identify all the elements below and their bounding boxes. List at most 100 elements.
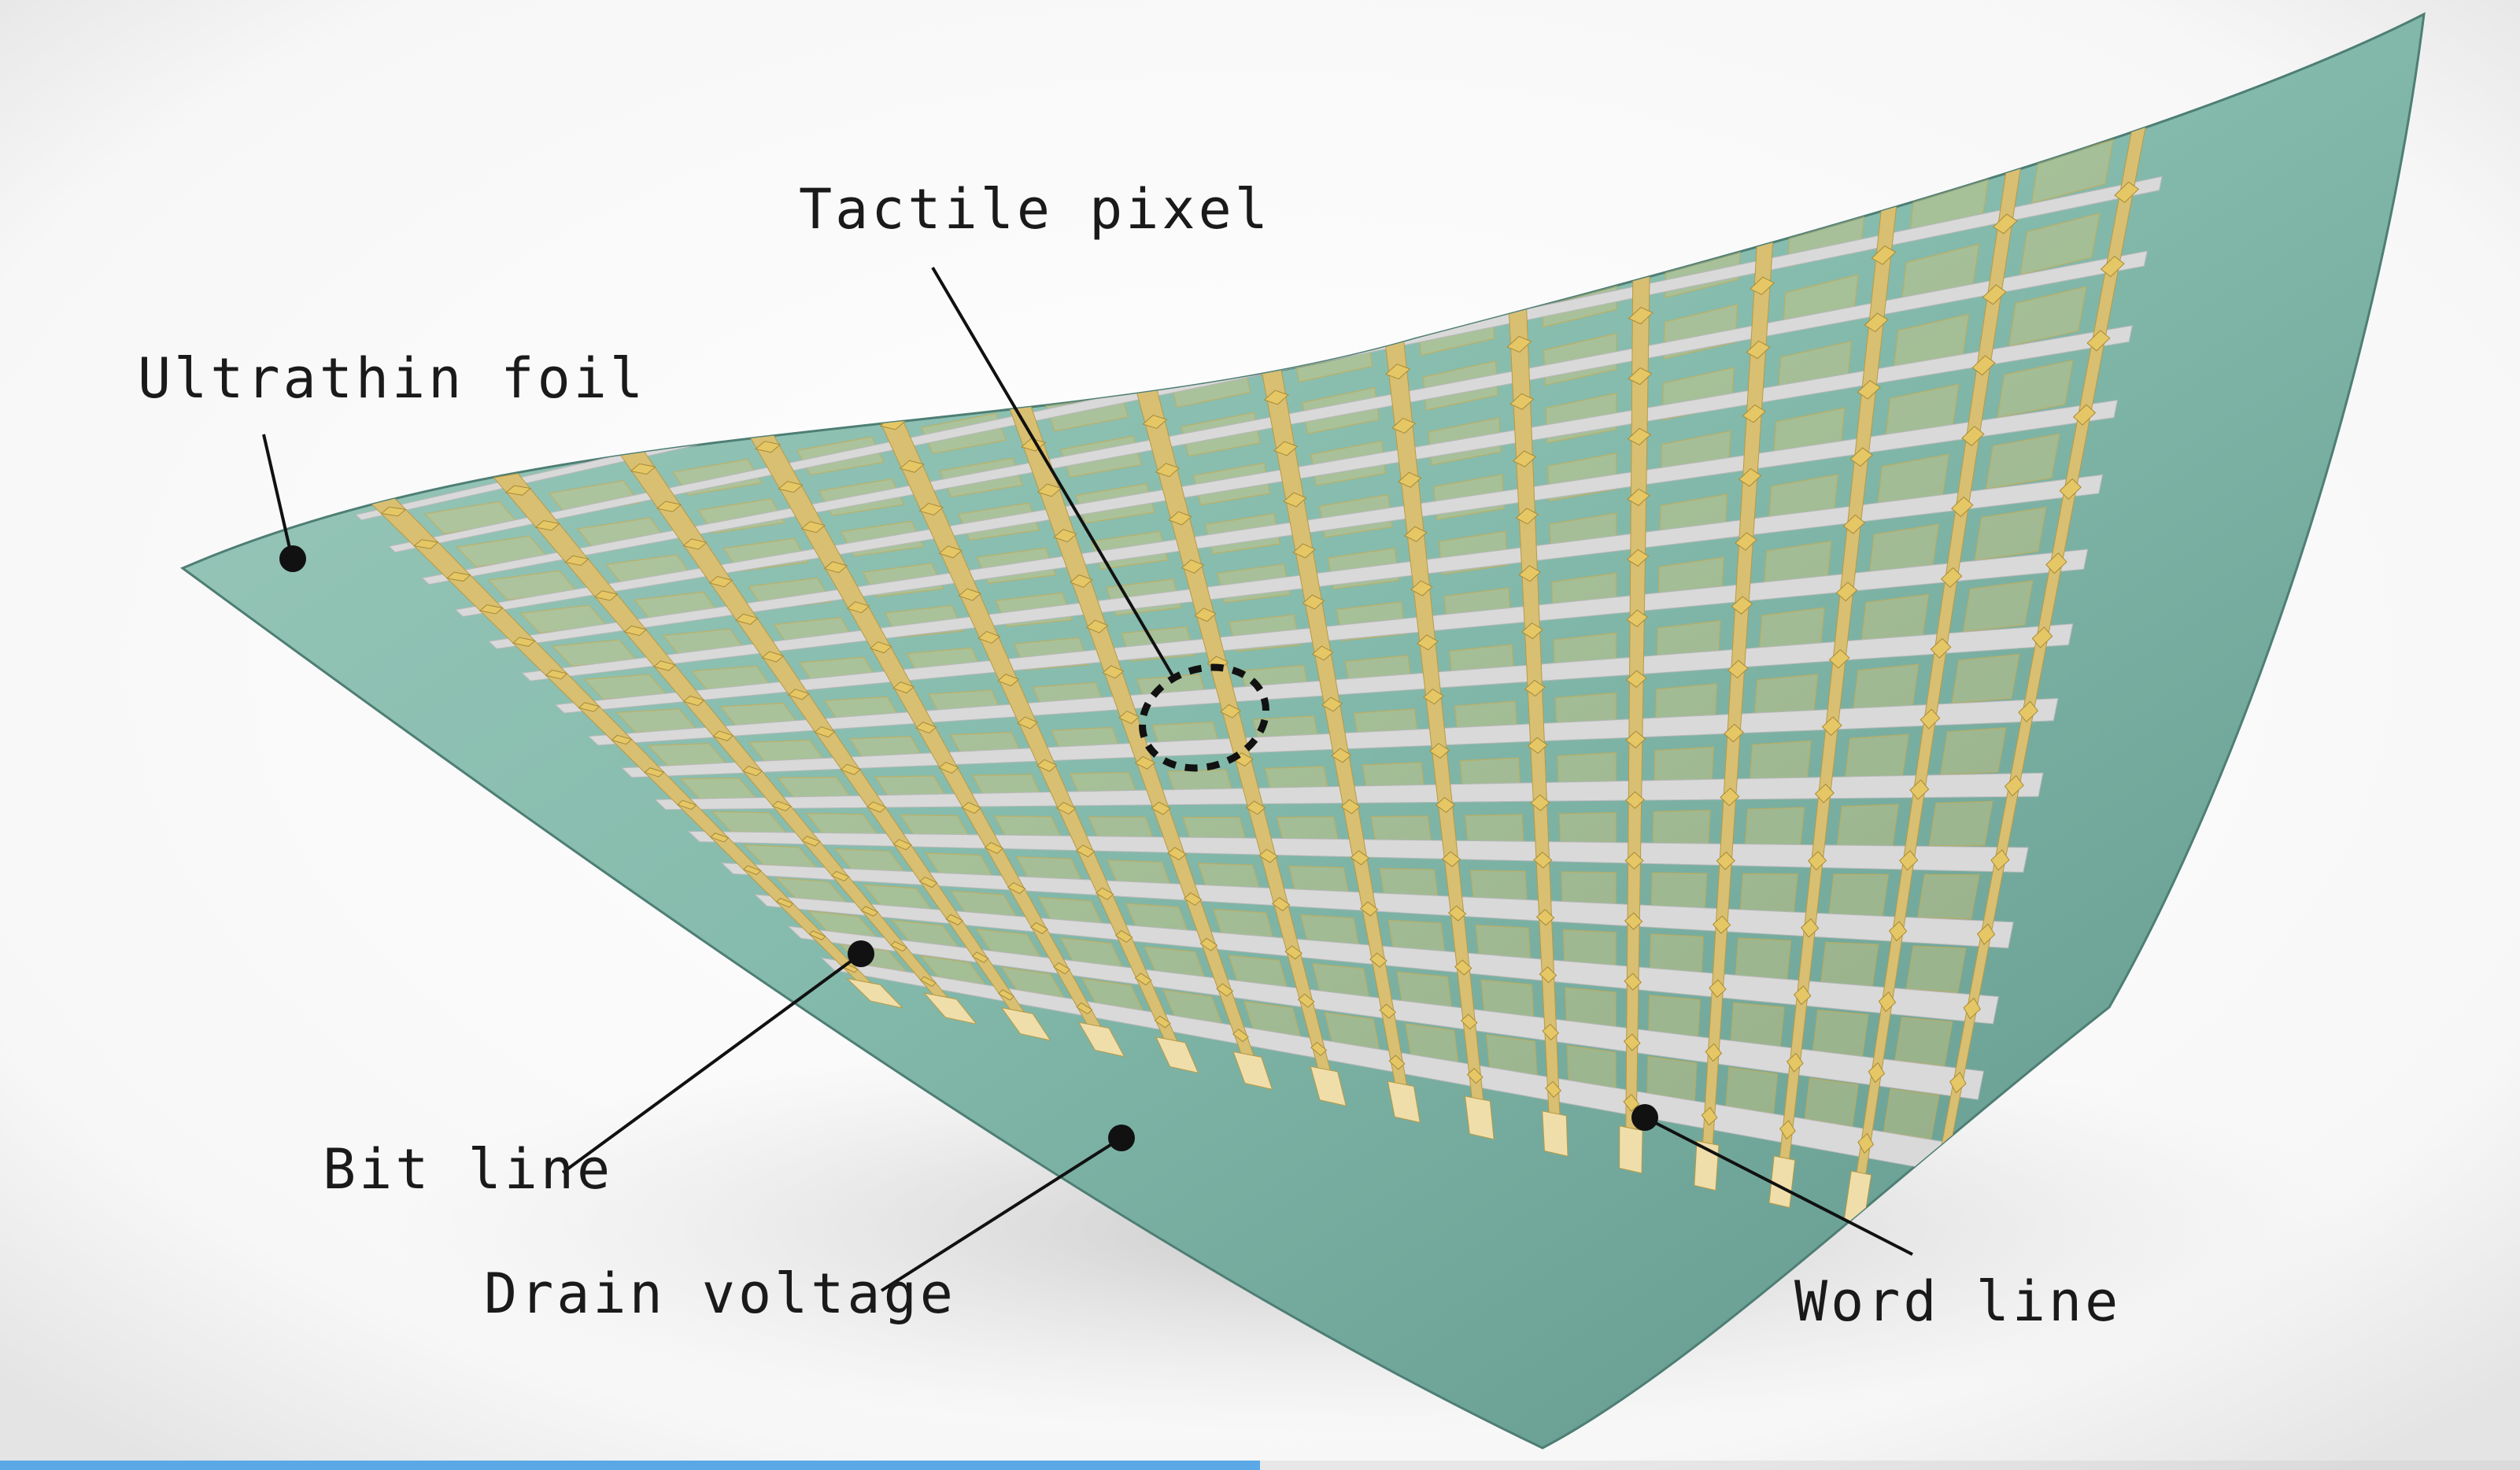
transistor: [1628, 367, 1653, 386]
transistor: [1134, 973, 1152, 986]
transistor: [998, 989, 1015, 1001]
transistor: [1709, 979, 1727, 999]
transistor: [1628, 306, 1654, 325]
transistor: [1447, 905, 1467, 922]
transistor: [1735, 532, 1757, 551]
transistor: [611, 734, 633, 745]
transistor: [1388, 1054, 1406, 1070]
transistor: [1626, 548, 1650, 567]
transistor: [1297, 993, 1315, 1008]
transistor: [1292, 543, 1316, 559]
callout-line-drain-voltage: [880, 1136, 1123, 1292]
transistor: [846, 601, 870, 614]
pixel-pad: [2019, 212, 2101, 276]
transistor: [1878, 992, 1897, 1013]
dot-bit-line: [848, 940, 874, 967]
transistor: [915, 722, 937, 734]
transistor: [1738, 468, 1762, 487]
transistor: [741, 766, 763, 777]
transistor: [778, 481, 804, 493]
transistor: [709, 833, 730, 843]
transistor: [1029, 922, 1048, 935]
bit-line-pad: [1310, 1066, 1347, 1106]
transistor: [1410, 580, 1433, 596]
transistor: [2059, 478, 2082, 500]
transistor: [1828, 648, 1850, 669]
transistor: [808, 930, 826, 940]
label-tactile-pixel: Tactile pixel: [799, 177, 1271, 242]
transistor: [1369, 952, 1387, 968]
transistor: [1779, 1120, 1796, 1140]
transistor: [1216, 983, 1234, 997]
transistor: [479, 604, 504, 615]
label-ultrathin-foil: Ultrathin foil: [138, 346, 646, 411]
transistor: [1982, 284, 2007, 305]
pixel-pad: [1730, 1002, 1785, 1048]
transistor: [1435, 796, 1456, 813]
pixel-pad: [1916, 874, 1980, 920]
transistor: [771, 800, 793, 811]
transistor: [918, 503, 944, 516]
transistor: [892, 681, 915, 694]
transistor: [823, 561, 848, 574]
transistor: [1102, 665, 1125, 679]
transistor: [899, 460, 925, 473]
transistor: [1055, 802, 1077, 815]
transistor: [1625, 730, 1646, 748]
pixel-pad: [1928, 800, 1993, 847]
transistor: [1340, 799, 1361, 814]
bit-line-pad: [1387, 1080, 1421, 1124]
transistor: [1992, 213, 2018, 235]
callout-line-ultrathin-foil: [262, 434, 293, 556]
transistor: [1814, 783, 1835, 803]
transistor: [1053, 529, 1077, 543]
transistor: [1720, 787, 1740, 807]
transistor: [755, 441, 781, 453]
transistor: [775, 897, 794, 908]
transistor: [1871, 245, 1897, 265]
transistor: [800, 521, 826, 534]
bit-line-pad: [923, 992, 977, 1025]
transistor: [1232, 1029, 1249, 1043]
transistor: [1746, 340, 1771, 360]
transistor: [1623, 1094, 1640, 1112]
transistor: [578, 702, 600, 712]
video-progress-track[interactable]: [0, 1461, 2520, 1470]
transistor: [1535, 909, 1555, 926]
transistor: [997, 674, 1020, 687]
transistor: [1963, 997, 1981, 1020]
transistor: [1070, 574, 1093, 588]
transistor: [644, 767, 665, 777]
pixel-pad: [1828, 874, 1890, 918]
transistor: [919, 976, 937, 987]
transistor: [512, 637, 536, 647]
transistor: [677, 800, 697, 811]
pixel-pad: [1852, 663, 1920, 712]
transistor: [1627, 427, 1652, 446]
pixel-pad: [1997, 359, 2074, 419]
transistor: [2031, 626, 2053, 648]
pixel-pad: [1744, 807, 1805, 849]
transistor: [1075, 844, 1096, 858]
callout-dots: [279, 545, 1658, 1151]
transistor: [735, 613, 759, 625]
transistor: [1627, 488, 1650, 507]
callout-line-bit-line: [561, 952, 863, 1174]
transistor: [1793, 985, 1812, 1006]
transistor: [1624, 912, 1643, 930]
transistor: [545, 669, 568, 680]
pixel-pad: [1962, 580, 2034, 633]
transistor: [504, 485, 532, 496]
transistor: [1539, 966, 1557, 984]
tactile-pixel-marker: [1139, 663, 1269, 772]
transistor: [1506, 335, 1532, 353]
transistor: [1521, 622, 1543, 640]
label-drain-voltage: Drain voltage: [484, 1261, 956, 1326]
pixel-pad: [2008, 286, 2087, 347]
pixel-pad: [1725, 1066, 1779, 1115]
transistor: [977, 630, 1001, 644]
transistor: [1787, 1052, 1804, 1073]
transistor: [840, 763, 861, 775]
transistor: [1527, 737, 1548, 754]
